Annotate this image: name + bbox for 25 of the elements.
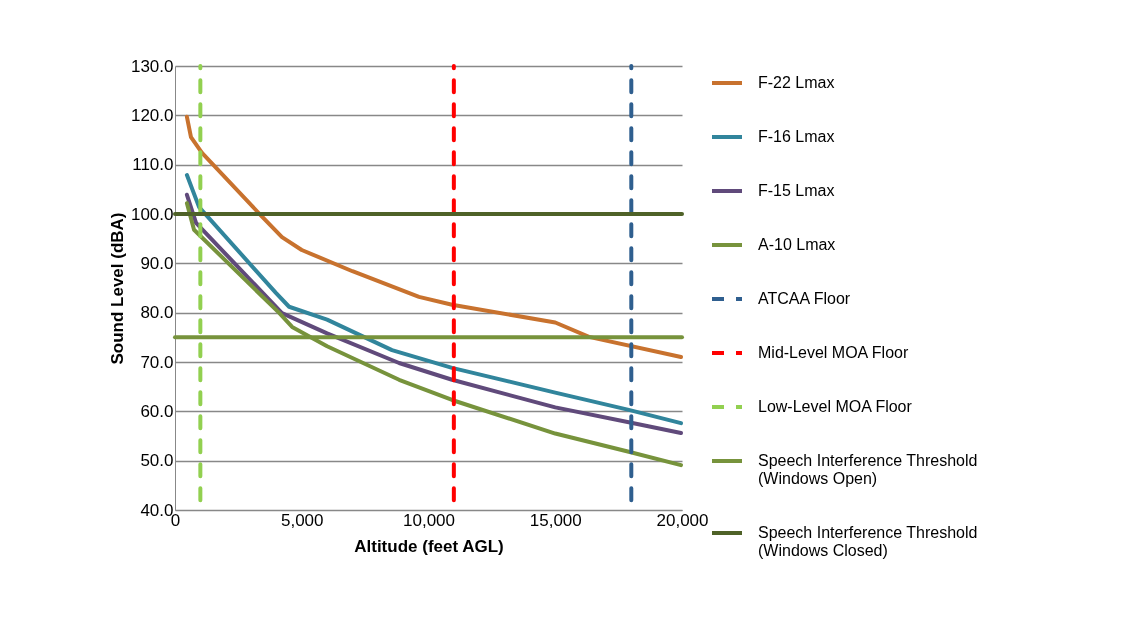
legend-label: ATCAA Floor [758,290,851,307]
line-series [184,114,683,360]
y-tick-label: 80.0 [140,303,174,323]
y-tick-label: 120.0 [130,105,174,125]
legend-label: A-10 Lmax [758,236,836,253]
legend-label: F-16 Lmax [758,128,835,145]
legend-label: Low-Level MOA Floor [758,398,913,415]
y-tick-label: 60.0 [140,401,174,421]
x-tick-label: 15,000 [529,510,582,530]
y-tick-label: 70.0 [140,352,174,372]
y-axis-title: Sound Level (dBA) [107,212,127,365]
legend-label: Speech Interference Threshold (Windows Closed) [758,524,978,559]
legend-label: F-22 Lmax [758,74,835,91]
y-tick-label: 110.0 [132,155,174,175]
y-tick-label: 130.0 [130,56,174,76]
y-tick-label: 100.0 [130,204,174,224]
x-tick-label: 20,000 [656,510,709,530]
x-tick-label: 5,000 [280,510,324,530]
legend-label: Mid-Level MOA Floor [758,344,909,361]
y-tick-label: 50.0 [140,451,174,471]
legend-label: Speech Interference Threshold (Windows Open) [758,452,978,487]
x-tick-label: 10,000 [403,510,455,530]
legend-label: F-15 Lmax [758,182,835,199]
x-axis-title: Altitude (feet AGL) [354,536,504,556]
y-tick-label: 90.0 [140,253,174,273]
